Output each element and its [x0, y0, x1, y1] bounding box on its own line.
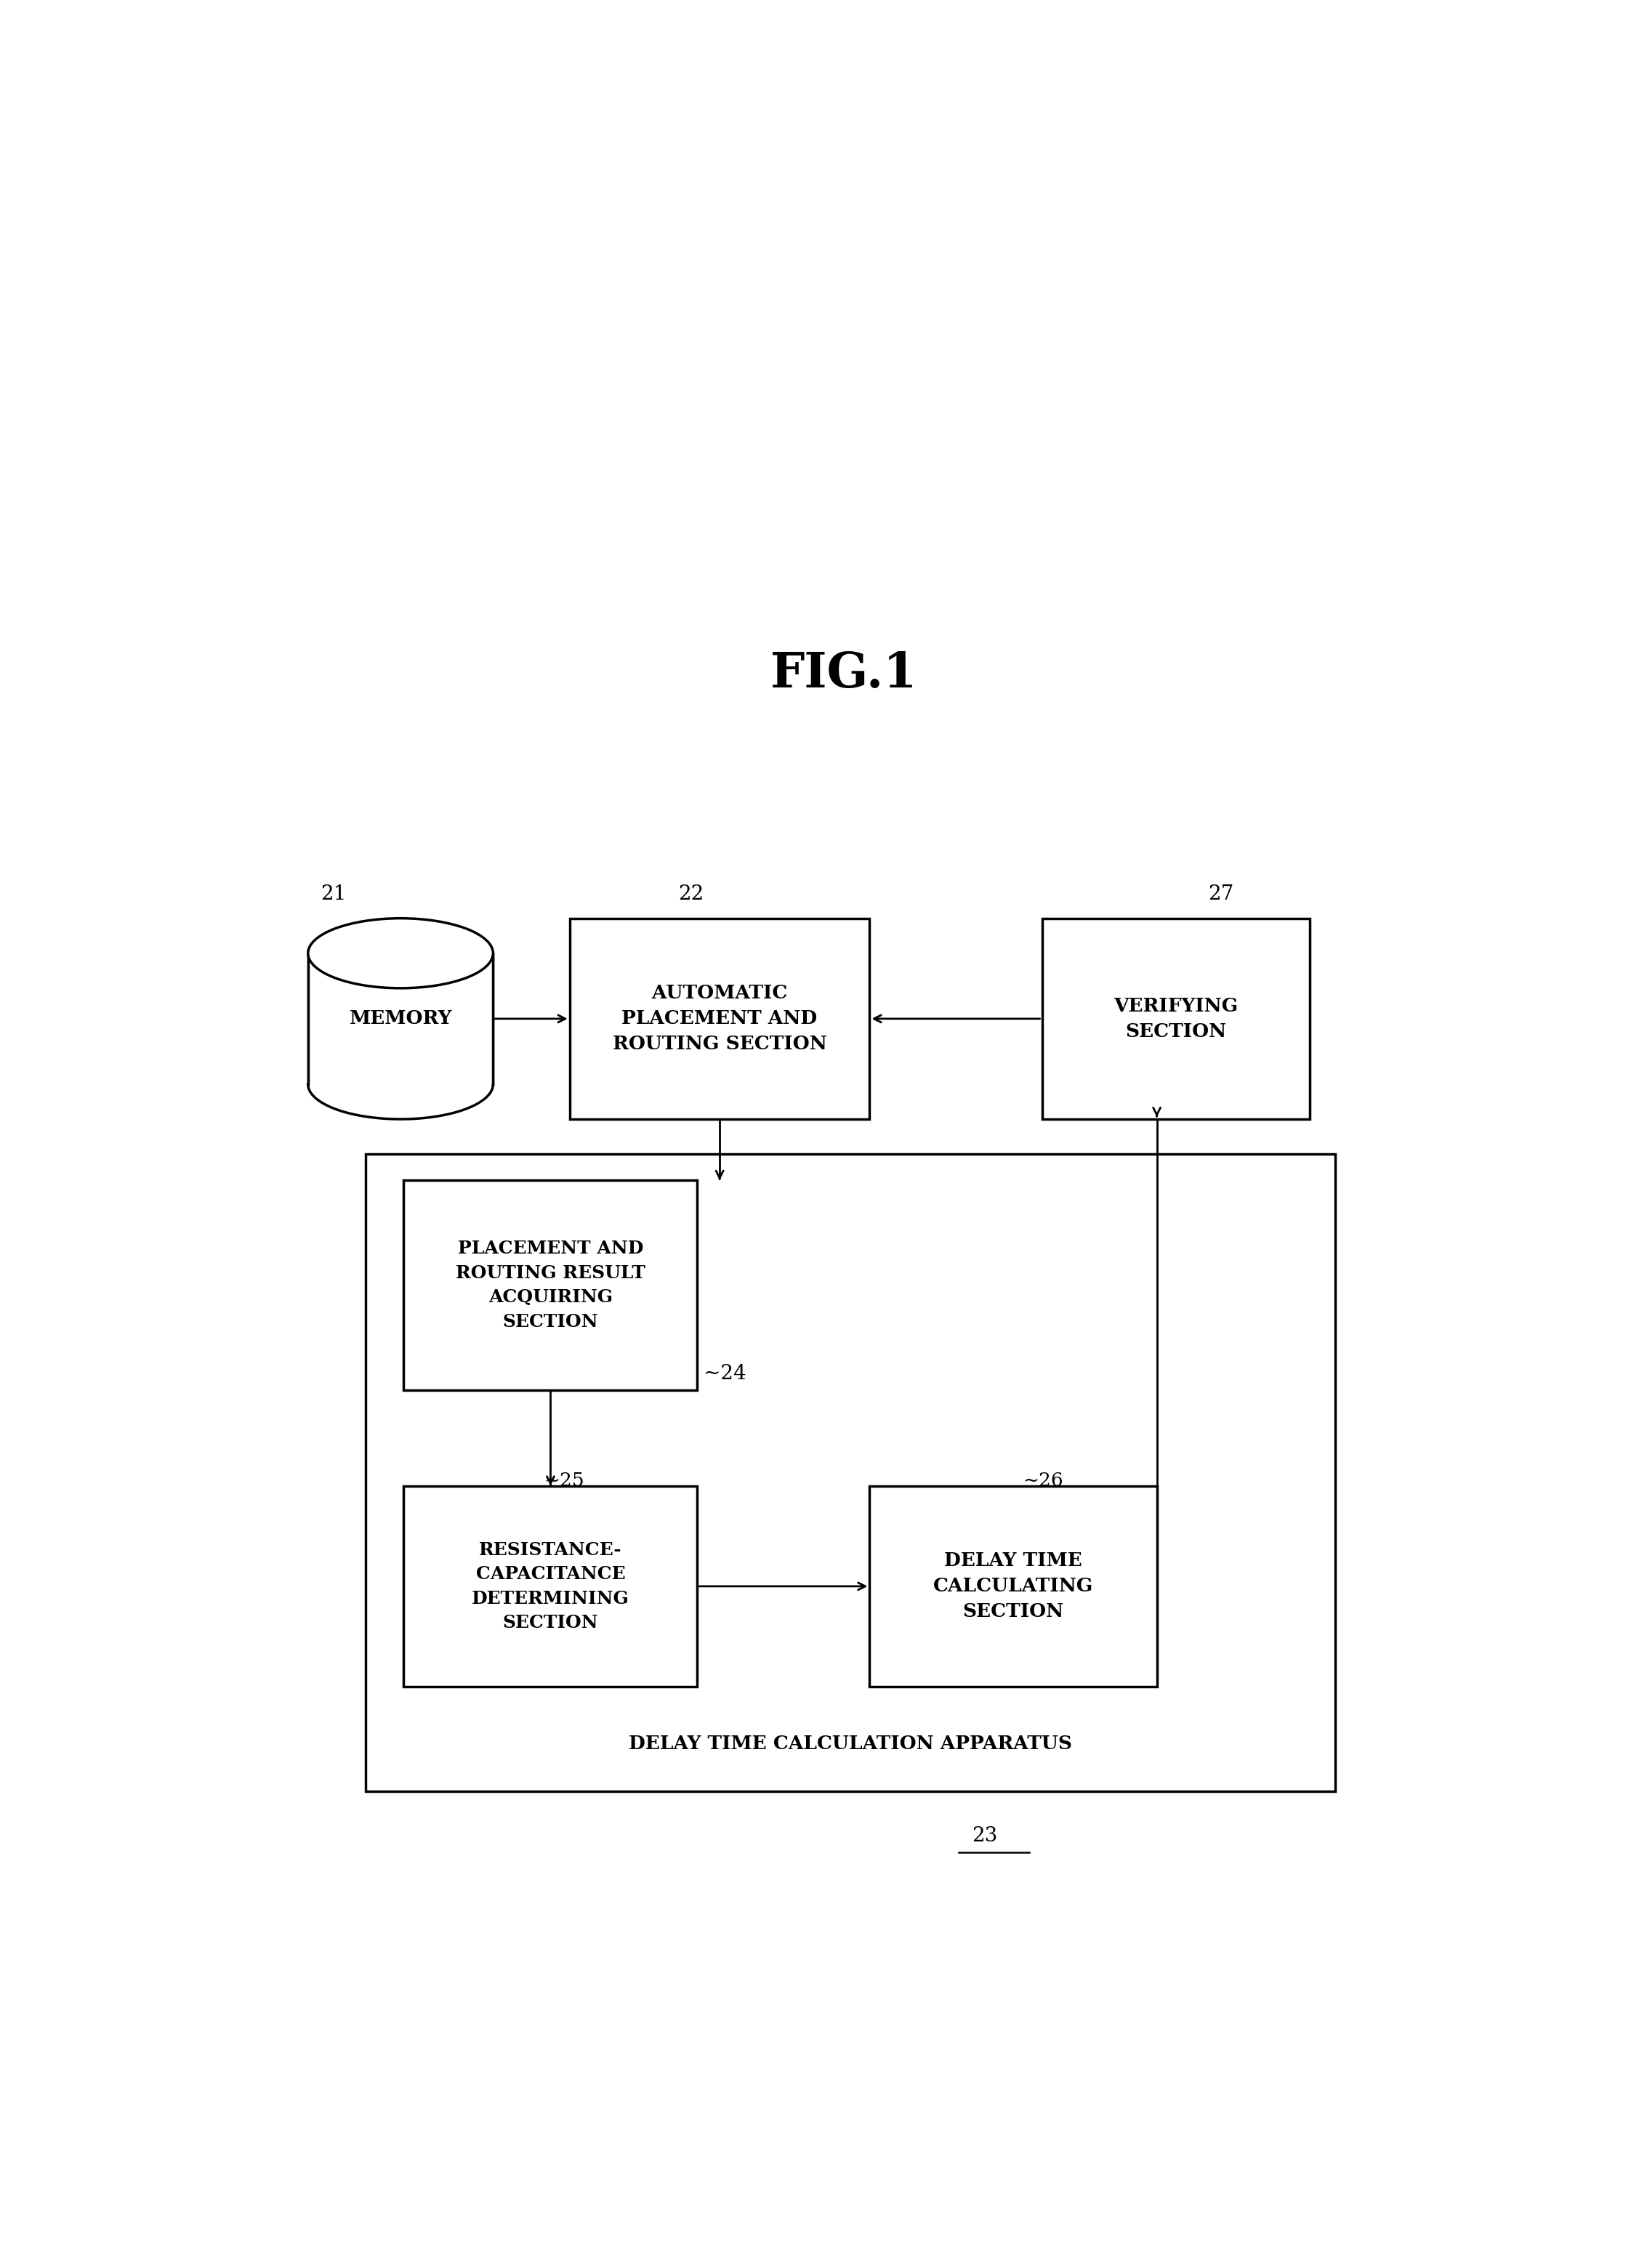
Text: 22: 22 [679, 885, 703, 905]
Text: DELAY TIME
CALCULATING
SECTION: DELAY TIME CALCULATING SECTION [934, 1551, 1094, 1622]
Text: FIG.1: FIG.1 [771, 651, 917, 699]
Text: ~25: ~25 [544, 1472, 585, 1490]
Text: MEMORY: MEMORY [349, 1009, 451, 1027]
Bar [308, 953, 492, 1084]
Text: ~24: ~24 [703, 1363, 746, 1383]
Text: 23: 23 [972, 1826, 998, 1846]
Text: ~26: ~26 [1023, 1472, 1064, 1490]
Text: 21: 21 [321, 885, 346, 905]
Text: PLACEMENT AND
ROUTING RESULT
ACQUIRING
SECTION: PLACEMENT AND ROUTING RESULT ACQUIRING S… [456, 1241, 646, 1331]
Text: DELAY TIME CALCULATION APPARATUS: DELAY TIME CALCULATION APPARATUS [629, 1735, 1072, 1753]
Bar [1043, 919, 1309, 1118]
Text: RESISTANCE-
CAPACITANCE
DETERMINING
SECTION: RESISTANCE- CAPACITANCE DETERMINING SECT… [471, 1540, 629, 1631]
Bar [404, 1486, 697, 1687]
Ellipse shape [308, 919, 492, 989]
Bar [366, 1154, 1336, 1792]
Text: AUTOMATIC
PLACEMENT AND
ROUTING SECTION: AUTOMATIC PLACEMENT AND ROUTING SECTION [613, 984, 827, 1052]
Bar [404, 1179, 697, 1390]
Text: 27: 27 [1207, 885, 1234, 905]
Text: VERIFYING
SECTION: VERIFYING SECTION [1113, 998, 1239, 1041]
Bar [570, 919, 870, 1118]
Bar [870, 1486, 1156, 1687]
Ellipse shape [308, 1050, 492, 1118]
